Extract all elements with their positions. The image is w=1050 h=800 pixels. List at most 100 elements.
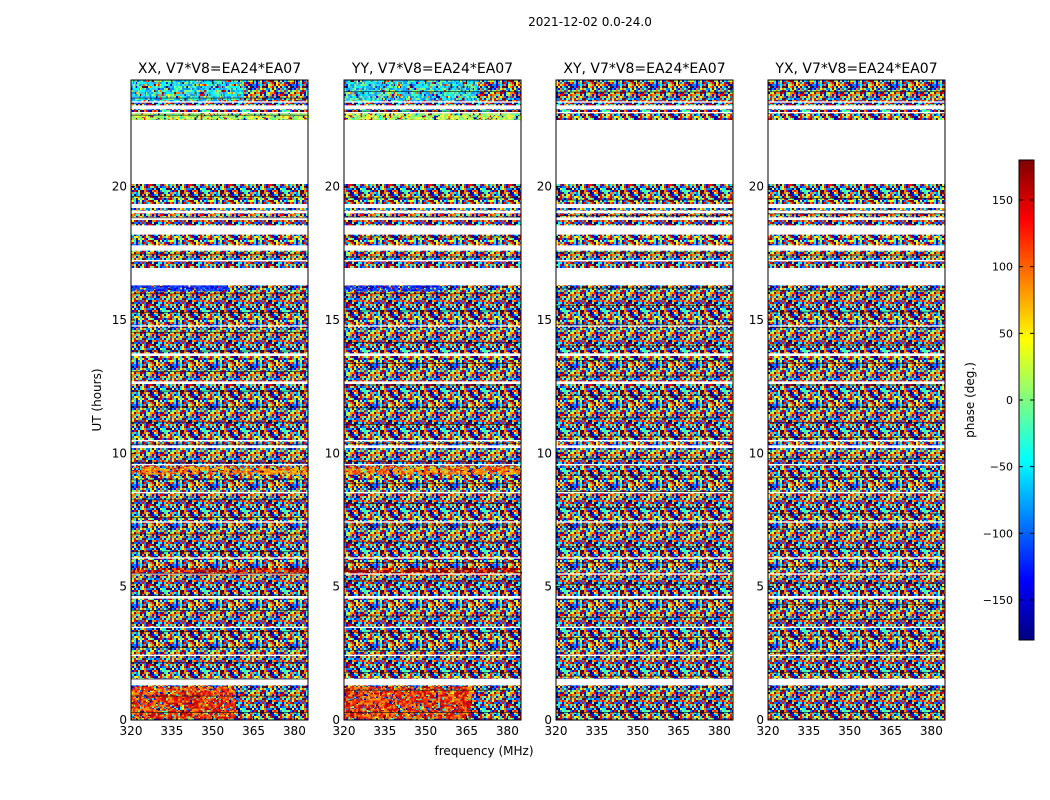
colorbar-tick-label: 150 [992, 194, 1013, 207]
data-gap [344, 654, 521, 656]
data-gap [131, 626, 308, 628]
y-tick-label: 0 [119, 713, 127, 727]
scan-boundary-line [768, 547, 945, 549]
panel-yy-frame [343, 79, 522, 721]
panel-yy-phase-field [344, 80, 521, 720]
panel-yy-coherent-band-1 [344, 568, 522, 574]
panel-yy: YY, V7*V8=EA24*EA07 320 335 350 365 380 0 5 10 15… [325, 61, 522, 738]
scan-boundary-line [768, 91, 945, 93]
data-gap [768, 245, 945, 251]
scan-boundary-line [344, 712, 521, 713]
panel-xy-frame [555, 79, 734, 721]
y-tick-label: 5 [756, 580, 764, 594]
x-tick-label: 365 [667, 724, 690, 738]
y-tick-label: 15 [112, 313, 127, 327]
x-tick-label: 380 [283, 724, 306, 738]
x-tick-label: 380 [920, 724, 943, 738]
panel-xx-coherent-band-0 [131, 686, 236, 719]
data-gap [131, 464, 308, 466]
data-gap [344, 445, 521, 448]
data-gap [344, 120, 521, 184]
data-gap [131, 120, 308, 184]
scan-boundary-line [131, 678, 308, 680]
y-tick-label: 0 [544, 713, 552, 727]
data-gap [131, 268, 308, 286]
data-gap [556, 210, 733, 214]
data-gap [556, 225, 733, 235]
scan-boundary-line [556, 474, 733, 476]
data-gap [768, 101, 945, 103]
scan-boundary-line [768, 362, 945, 364]
scan-boundary-line [768, 311, 945, 313]
data-gap [556, 654, 733, 656]
scan-boundary-line [131, 695, 308, 697]
x-tick-label: 365 [455, 724, 478, 738]
data-gap [556, 120, 733, 184]
y-tick-label: 5 [119, 580, 127, 594]
scan-boundary-line [768, 254, 945, 256]
data-gap [344, 245, 521, 251]
panel-yy-title: YY, V7*V8=EA24*EA07 [351, 61, 513, 77]
data-gap [131, 557, 308, 559]
panel-yy-coherent-band-2 [344, 466, 522, 475]
scan-boundary-line [131, 331, 308, 333]
scan-boundary-line [344, 384, 521, 386]
data-gap [768, 105, 945, 110]
scan-boundary-line [131, 293, 308, 295]
data-gap [768, 492, 945, 494]
y-tick-label: 10 [112, 446, 127, 460]
scan-boundary-line [768, 652, 945, 654]
y-tick-label: 0 [332, 713, 340, 727]
x-tick-label: 350 [201, 724, 224, 738]
scan-boundary-line [344, 631, 521, 633]
panel-yx: YX, V7*V8=EA24*EA07 320 335 350 365 380 0 5 10 15… [749, 61, 946, 738]
scan-boundary-line [768, 671, 945, 673]
scan-boundary-line [556, 490, 733, 492]
y-tick-label: 20 [112, 180, 127, 194]
scan-boundary-line [556, 524, 733, 526]
scan-boundary-line [556, 360, 733, 362]
data-gap [768, 573, 945, 575]
data-gap [131, 445, 308, 448]
scan-boundary-line [131, 517, 308, 519]
y-tick-label: 20 [749, 180, 764, 194]
scan-boundary-line [344, 541, 521, 543]
colorbar-label: phase (deg.) [963, 362, 977, 438]
panel-xx-data-gaps [131, 101, 308, 686]
data-gap [768, 464, 945, 466]
scan-boundary-line [768, 619, 945, 621]
x-tick-label: 335 [797, 724, 820, 738]
data-gap [768, 654, 945, 656]
x-tick-label: 380 [496, 724, 519, 738]
scan-boundary-line [344, 110, 521, 112]
colorbar: 150 100 50 0 −50 −100 −150 phase (deg.) [963, 159, 1035, 641]
x-tick-label: 320 [545, 724, 568, 738]
data-gap [131, 204, 308, 208]
data-gap [556, 445, 733, 448]
colorbar-tick-label: −50 [990, 461, 1013, 474]
data-gap [344, 573, 521, 575]
scan-boundary-line [556, 417, 733, 419]
data-gap [131, 210, 308, 214]
data-gap [131, 440, 308, 442]
scan-boundary-line [556, 696, 733, 698]
scan-boundary-line [768, 326, 945, 328]
scan-boundary-line [131, 217, 308, 219]
scan-boundary-line [131, 712, 308, 713]
panel-yy-coherent-band-0 [344, 686, 471, 719]
data-gap [556, 492, 733, 494]
data-gap [556, 260, 733, 262]
y-tick-label: 15 [325, 313, 340, 327]
x-tick-label: 365 [242, 724, 265, 738]
data-gap [344, 521, 521, 523]
panel-xx-scan-boundaries [131, 97, 308, 713]
panel-yy-coherent-band-3 [344, 285, 443, 292]
scan-boundary-line [556, 616, 733, 618]
data-gap [131, 325, 308, 327]
data-gap [556, 464, 733, 466]
y-tick-label: 5 [544, 580, 552, 594]
data-gap [556, 521, 733, 523]
scan-boundary-line [344, 256, 521, 258]
scan-boundary-line [556, 675, 733, 677]
